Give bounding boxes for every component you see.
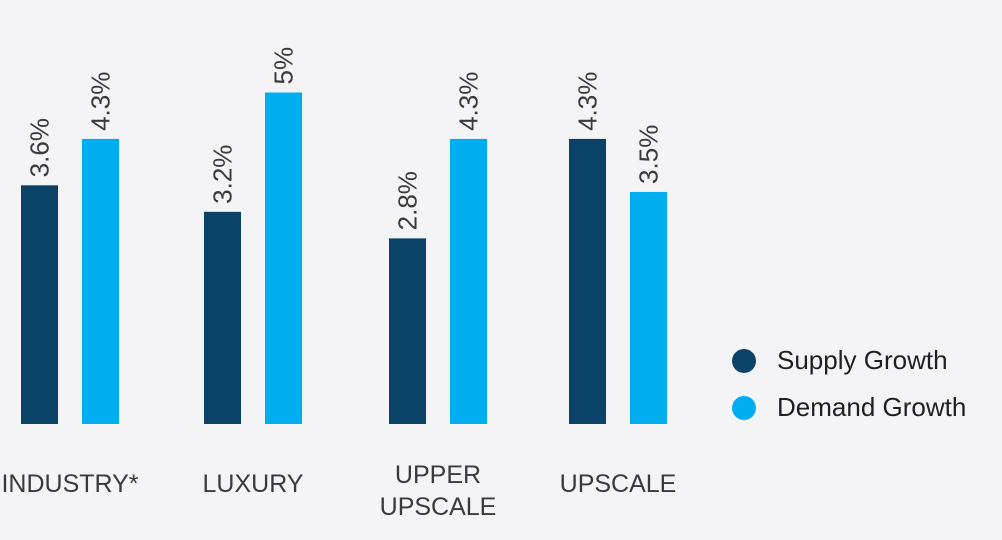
bar-demand-growth-industry — [82, 138, 119, 424]
category-label-line: UPSCALE — [380, 493, 497, 521]
legend-swatch-demand-growth — [732, 396, 756, 420]
legend-label-supply-growth: Supply Growth — [777, 345, 948, 375]
data-label-supply-growth-upper-upscale: 2.8% — [393, 171, 423, 230]
bar-supply-growth-industry — [21, 185, 58, 424]
data-label-demand-growth-industry: 4.3% — [86, 72, 116, 131]
category-label-line: UPPER — [395, 461, 481, 489]
data-label-supply-growth-upscale: 4.3% — [573, 72, 603, 131]
legend: Supply Growth Demand Growth — [732, 345, 966, 422]
bar-supply-growth-luxury — [204, 211, 241, 424]
data-label-supply-growth-luxury: 3.2% — [208, 145, 238, 204]
category-label-industry: INDUSTRY* — [1, 470, 138, 498]
bar-demand-growth-upscale — [630, 191, 667, 424]
category-label-upscale: UPSCALE — [560, 470, 677, 498]
bar-demand-growth-upper-upscale — [450, 138, 487, 424]
bar-supply-growth-upper-upscale — [389, 238, 426, 424]
bar-supply-growth-upscale — [569, 138, 606, 424]
data-labels-layer: 3.6% 3.2% 2.8% 4.3% 4.3% 5% 4.3% 3.5% — [25, 47, 664, 230]
category-labels-layer: INDUSTRY* LUXURY UPPER UPSCALE UPSCALE — [1, 461, 676, 521]
legend-label-demand-growth: Demand Growth — [777, 392, 966, 422]
category-label-luxury: LUXURY — [203, 470, 304, 498]
legend-item-supply-growth: Supply Growth — [732, 345, 948, 375]
legend-item-demand-growth: Demand Growth — [732, 392, 966, 422]
bars-layer — [21, 92, 667, 424]
data-label-demand-growth-upper-upscale: 4.3% — [454, 72, 484, 131]
data-label-demand-growth-upscale: 3.5% — [634, 125, 664, 184]
data-label-supply-growth-industry: 3.6% — [25, 118, 55, 177]
category-label-upper-upscale: UPPER UPSCALE — [380, 461, 497, 521]
data-label-demand-growth-luxury: 5% — [269, 47, 299, 85]
bar-demand-growth-luxury — [265, 92, 302, 424]
legend-swatch-supply-growth — [732, 349, 756, 373]
